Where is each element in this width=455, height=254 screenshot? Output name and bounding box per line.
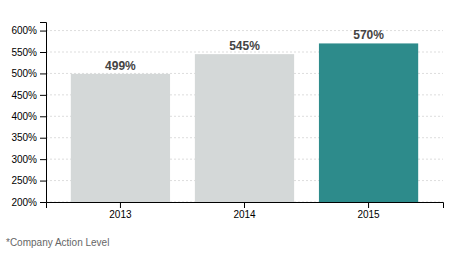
annotations: *Company Action Level [6,237,109,248]
y-tick-label: 250% [11,175,37,186]
plot: 200% 250% 300% 350% 400% 450% 500% 550% 600% 2013… [11,23,443,221]
y-tick-label: 400% [11,111,37,122]
y-tick: 600% [11,25,46,36]
x-tick: 2015 [357,202,380,220]
bar [195,54,294,202]
y-tick: 300% [11,154,46,165]
data-labels: 499% 545% 570% [105,28,384,72]
y-tick-mark [40,52,46,53]
y-axis-line [40,23,47,203]
y-tick: 400% [11,111,46,122]
y-tick-label: 450% [11,90,37,101]
y-tick-label: 500% [11,68,37,79]
x-tick-label: 2015 [357,209,380,220]
x-tick-label: 2014 [233,209,256,220]
x-tick-mark [368,202,369,208]
data-label: 499% [105,59,136,73]
y-tick: 200% [11,197,46,208]
y-tick: 500% [11,68,46,79]
y-tick-mark [40,202,46,203]
bar [319,43,418,202]
y-tick-mark [40,73,46,74]
y-tick-label: 350% [11,132,37,143]
x-tick-label: 2013 [109,209,132,220]
chart: 200% 250% 300% 350% 400% 450% 500% 550% 600% 2013… [0,0,455,254]
y-tick: 250% [11,175,46,186]
y-tick-mark [40,159,46,160]
y-axis: 200% 250% 300% 350% 400% 450% 500% 550% 600% [11,23,46,208]
y-tick-label: 300% [11,154,37,165]
data-label: 570% [353,28,384,42]
data-label: 545% [229,39,260,53]
y-tick-mark [40,138,46,139]
bars [71,43,418,202]
y-tick-mark [40,116,46,117]
y-tick-label: 550% [11,47,37,58]
footnote: *Company Action Level [6,237,109,248]
y-tick-mark [40,95,46,96]
y-tick-mark [40,31,46,32]
x-tick: 2014 [233,202,256,220]
x-axis: 2013 2014 2015 [47,202,444,220]
bar [71,74,170,202]
y-tick: 450% [11,90,46,101]
y-tick: 350% [11,132,46,143]
y-tick-mark [40,181,46,182]
y-tick-label: 600% [11,25,37,36]
x-tick-mark [244,202,245,208]
y-tick: 550% [11,47,46,58]
grid [46,31,443,202]
x-axis-line [47,203,444,209]
x-tick-mark [120,202,121,208]
y-tick-label: 200% [11,197,37,208]
x-tick: 2013 [109,202,132,220]
